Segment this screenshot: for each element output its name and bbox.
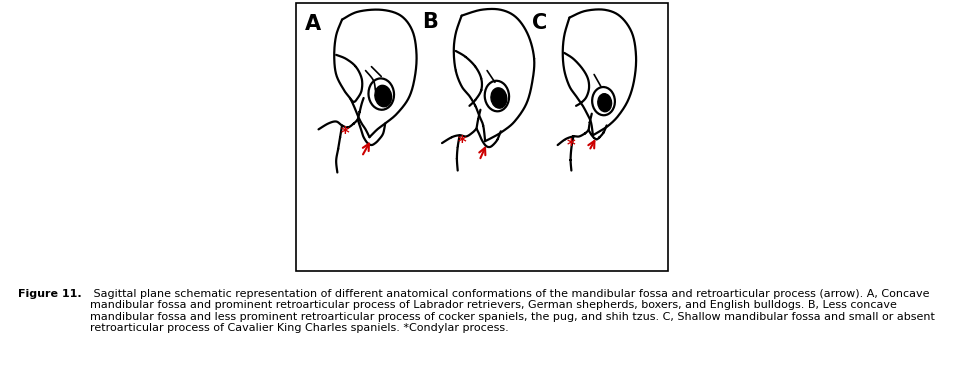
Ellipse shape (375, 85, 391, 107)
Text: *: * (458, 134, 467, 152)
Text: Sagittal plane schematic representation of different anatomical conformations of: Sagittal plane schematic representation … (90, 289, 935, 333)
Ellipse shape (598, 94, 611, 112)
Text: A: A (305, 13, 321, 34)
Ellipse shape (491, 88, 507, 108)
Text: *: * (341, 125, 350, 143)
Text: Figure 11.: Figure 11. (18, 289, 82, 299)
Text: *: * (567, 137, 576, 155)
Text: B: B (422, 11, 439, 32)
Text: C: C (531, 13, 547, 33)
